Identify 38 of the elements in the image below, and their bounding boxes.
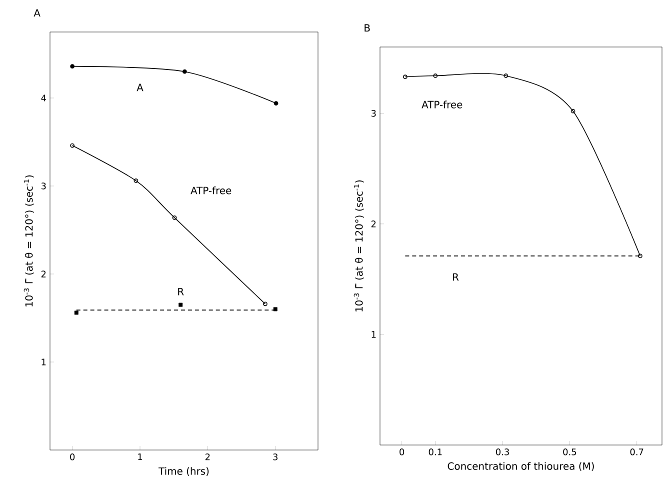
chart-title: A (34, 9, 40, 17)
point (172, 215, 177, 220)
y-axis-title: 10$^{-3}$ Γ̄ (at θ = 120°) (sec$^{-1}$) (354, 180, 364, 312)
y-tick-label: 1 (372, 331, 376, 338)
chart-title: B (364, 24, 370, 32)
x-tick-label: 1 (138, 454, 142, 460)
y-tick-label: 1 (42, 358, 46, 366)
point (134, 178, 138, 183)
x-tick-label: 0.7 (630, 448, 644, 456)
y-tick-label: 2 (371, 220, 376, 228)
x-axis-title: Concentration of thiourea (M) (448, 462, 594, 472)
point (570, 108, 576, 114)
x-axis-title: Time (hrs) (158, 467, 209, 476)
point (74, 310, 78, 315)
point (433, 74, 438, 78)
x-tick-label: 0 (400, 448, 404, 456)
point (178, 302, 183, 307)
point (504, 74, 508, 78)
series-label: R (178, 288, 184, 296)
x-tick-label: 2 (205, 454, 210, 460)
point (70, 64, 75, 69)
point (273, 307, 278, 312)
point (274, 101, 278, 106)
y-tick-label: 4 (41, 94, 46, 102)
x-tick-label: 3 (273, 454, 278, 460)
y-tick-label: 2 (41, 270, 46, 278)
series-label: R (453, 273, 459, 281)
y-tick-label: 3 (371, 110, 376, 117)
x-tick-label: 0.3 (496, 448, 509, 456)
point (182, 69, 187, 74)
series-label: A (136, 84, 144, 92)
x-tick-label: 0 (70, 454, 75, 460)
y-axis-title: 10$^{-3}$ Γ̄ (at θ = 120°) (sec$^{-1}$) (24, 175, 34, 306)
y-tick-label: 3 (41, 182, 46, 190)
x-tick-label: 0.1 (428, 448, 442, 456)
x-tick-label: 0.5 (563, 448, 576, 456)
text: ATP-free (190, 186, 232, 194)
text: ATP-free (422, 100, 462, 108)
